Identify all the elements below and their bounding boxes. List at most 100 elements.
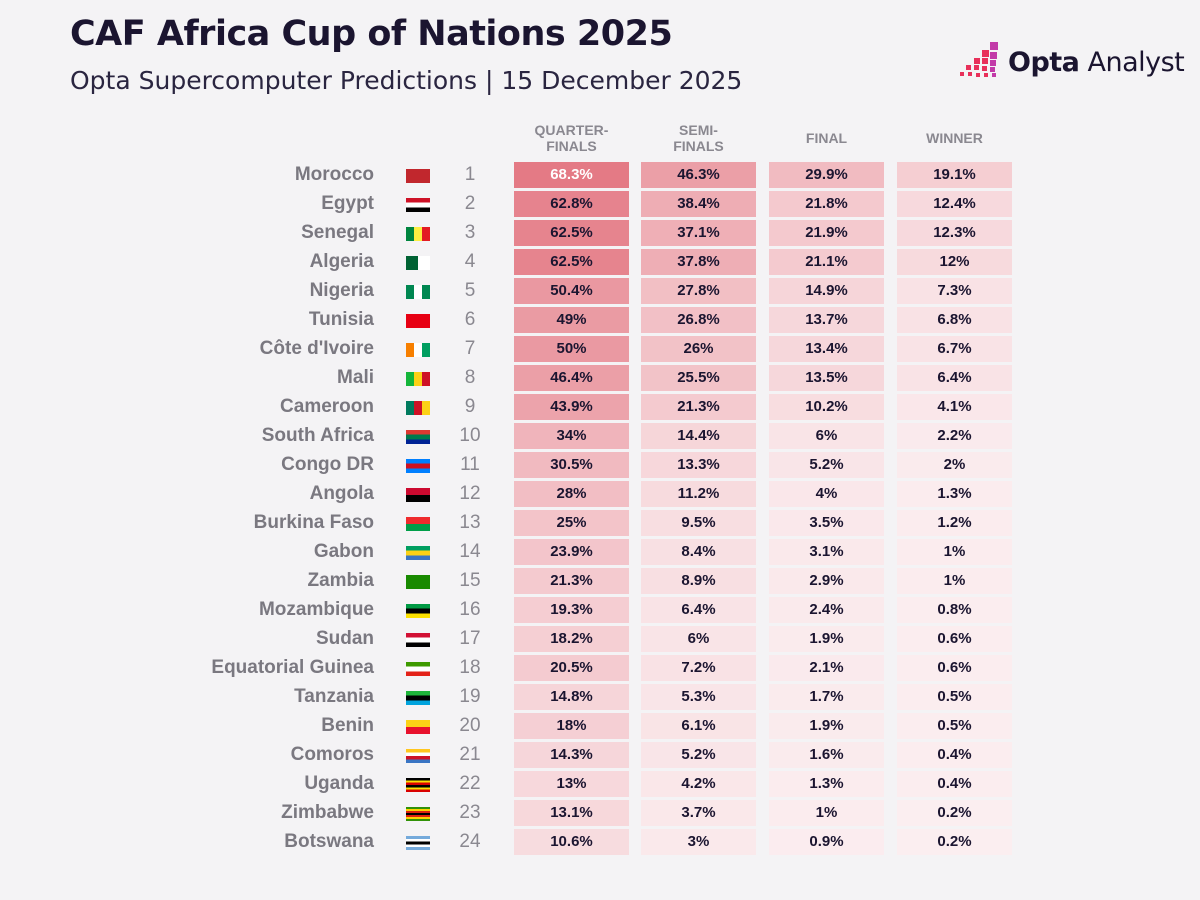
team-name: Congo DR	[281, 454, 374, 475]
logo-square	[976, 73, 980, 77]
team-name: Egypt	[321, 193, 374, 214]
probability-cell: 20.5%	[514, 655, 629, 681]
table-row: Côte d'Ivoire 7 50% 26% 13.4% 6.7%	[0, 336, 1200, 362]
rank: 23	[459, 802, 481, 823]
team-name: Zambia	[307, 570, 374, 591]
flag-icon	[406, 488, 430, 502]
probability-cell: 50%	[514, 336, 629, 362]
rank: 3	[464, 222, 476, 243]
probability-cell: 21.1%	[769, 249, 884, 275]
probability-cell: 6.1%	[641, 713, 756, 739]
table-row: Equatorial Guinea 18 20.5% 7.2% 2.1% 0.6%	[0, 655, 1200, 681]
flag-icon	[406, 604, 430, 618]
flag-icon	[406, 836, 430, 850]
team-name: Cameroon	[280, 396, 374, 417]
flag-icon	[406, 778, 430, 792]
probability-cell: 10.6%	[514, 829, 629, 855]
probability-cell: 13.7%	[769, 307, 884, 333]
logo-square	[960, 72, 964, 76]
probability-cell: 0.2%	[897, 829, 1012, 855]
logo-square	[966, 65, 971, 70]
team-name: Benin	[321, 715, 374, 736]
probability-cell: 1.3%	[769, 771, 884, 797]
probability-cell: 62.5%	[514, 249, 629, 275]
flag-icon	[406, 401, 430, 415]
flag-icon	[406, 633, 430, 647]
logo-square	[984, 73, 988, 77]
page-subtitle: Opta Supercomputer Predictions | 15 Dece…	[70, 66, 743, 95]
probability-cell: 25.5%	[641, 365, 756, 391]
column-header-line: SEMI-	[679, 122, 718, 138]
logo-square	[974, 65, 979, 70]
probability-cell: 2.2%	[897, 423, 1012, 449]
probability-cell: 12.3%	[897, 220, 1012, 246]
probability-cell: 37.8%	[641, 249, 756, 275]
flag-icon	[406, 807, 430, 821]
flag-icon	[406, 517, 430, 531]
logo-square	[968, 72, 972, 76]
probability-cell: 50.4%	[514, 278, 629, 304]
column-header-line: FINALS	[673, 138, 724, 154]
probability-cell: 14.8%	[514, 684, 629, 710]
flag-icon	[406, 256, 430, 270]
rank: 16	[459, 599, 481, 620]
team-name: Sudan	[315, 628, 374, 649]
table-row: Uganda 22 13% 4.2% 1.3% 0.4%	[0, 771, 1200, 797]
rank: 11	[460, 454, 480, 475]
column-header-line: QUARTER-	[534, 122, 609, 138]
flag-icon	[406, 459, 430, 473]
rank: 4	[464, 251, 476, 272]
probability-cell: 1%	[769, 800, 884, 826]
probability-cell: 13.4%	[769, 336, 884, 362]
probability-cell: 38.4%	[641, 191, 756, 217]
rank: 19	[459, 686, 481, 707]
probability-cell: 7.2%	[641, 655, 756, 681]
logo-square	[990, 52, 997, 59]
probability-cell: 29.9%	[769, 162, 884, 188]
rank: 7	[464, 338, 476, 359]
rank: 14	[459, 541, 481, 562]
flag-icon	[406, 662, 430, 676]
probability-cell: 18%	[514, 713, 629, 739]
probability-cell: 0.6%	[897, 655, 1012, 681]
column-header: QUARTER- FINALS	[514, 122, 629, 154]
probability-cell: 3.7%	[641, 800, 756, 826]
logo-square	[982, 50, 989, 57]
probability-cell: 26.8%	[641, 307, 756, 333]
table-row: Egypt 2 62.8% 38.4% 21.8% 12.4%	[0, 191, 1200, 217]
column-header: FINAL	[769, 130, 884, 146]
probability-cell: 6.8%	[897, 307, 1012, 333]
table-row: Comoros 21 14.3% 5.2% 1.6% 0.4%	[0, 742, 1200, 768]
flag-icon	[406, 169, 430, 183]
probability-cell: 6%	[641, 626, 756, 652]
probability-cell: 62.5%	[514, 220, 629, 246]
probability-cell: 6.4%	[897, 365, 1012, 391]
table-row: Mali 8 46.4% 25.5% 13.5% 6.4%	[0, 365, 1200, 391]
team-name: Comoros	[290, 744, 374, 765]
rank: 13	[459, 512, 481, 533]
table-row: Zambia 15 21.3% 8.9% 2.9% 1%	[0, 568, 1200, 594]
rank: 8	[464, 367, 476, 388]
probability-cell: 68.3%	[514, 162, 629, 188]
table-row: South Africa 10 34% 14.4% 6% 2.2%	[0, 423, 1200, 449]
probability-cell: 0.5%	[897, 713, 1012, 739]
probability-cell: 0.4%	[897, 771, 1012, 797]
logo-bold-text: Opta	[1008, 46, 1080, 78]
logo-square	[982, 66, 987, 71]
probability-cell: 9.5%	[641, 510, 756, 536]
table-row: Senegal 3 62.5% 37.1% 21.9% 12.3%	[0, 220, 1200, 246]
logo-square	[990, 42, 998, 50]
flag-icon	[406, 720, 430, 734]
probability-cell: 11.2%	[641, 481, 756, 507]
team-name: Botswana	[284, 831, 374, 852]
table-row: Gabon 14 23.9% 8.4% 3.1% 1%	[0, 539, 1200, 565]
rank: 6	[464, 309, 476, 330]
table-row: Zimbabwe 23 13.1% 3.7% 1% 0.2%	[0, 800, 1200, 826]
probability-cell: 43.9%	[514, 394, 629, 420]
probability-cell: 8.4%	[641, 539, 756, 565]
flag-icon	[406, 285, 430, 299]
team-name: Senegal	[301, 222, 374, 243]
column-header: SEMI- FINALS	[641, 122, 756, 154]
table-row: Mozambique 16 19.3% 6.4% 2.4% 0.8%	[0, 597, 1200, 623]
probability-cell: 19.3%	[514, 597, 629, 623]
